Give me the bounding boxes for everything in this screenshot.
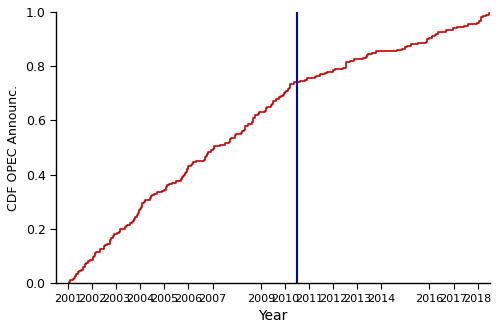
X-axis label: Year: Year — [258, 309, 288, 323]
Y-axis label: CDF OPEC Announc.: CDF OPEC Announc. — [7, 84, 20, 211]
